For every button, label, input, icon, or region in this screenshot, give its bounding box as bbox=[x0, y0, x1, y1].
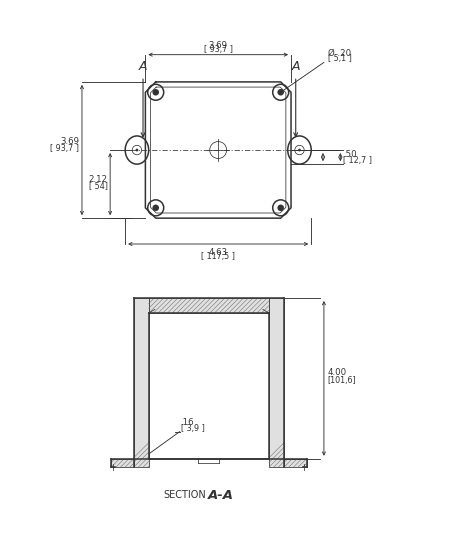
Text: [ 5,1 ]: [ 5,1 ] bbox=[328, 54, 352, 63]
Bar bbox=[134, 298, 149, 467]
Text: [101,6]: [101,6] bbox=[328, 376, 356, 385]
Text: [ 93,7 ]: [ 93,7 ] bbox=[50, 144, 79, 152]
Text: .50: .50 bbox=[343, 150, 357, 159]
Text: SECTION: SECTION bbox=[164, 490, 207, 500]
Text: A-A: A-A bbox=[208, 489, 234, 502]
Text: [ 3,9 ]: [ 3,9 ] bbox=[181, 424, 204, 433]
Text: A: A bbox=[139, 59, 147, 73]
Circle shape bbox=[298, 149, 301, 151]
Text: 2.12: 2.12 bbox=[89, 175, 108, 184]
Circle shape bbox=[277, 204, 284, 211]
Circle shape bbox=[136, 149, 138, 151]
Bar bbox=[284, 458, 307, 467]
Text: .16: .16 bbox=[181, 418, 194, 427]
Text: 3.69: 3.69 bbox=[60, 137, 79, 146]
Text: Ø .20: Ø .20 bbox=[328, 49, 351, 58]
Text: [ 54]: [ 54] bbox=[89, 181, 108, 190]
Text: [ 93,7 ]: [ 93,7 ] bbox=[204, 45, 233, 54]
Text: [ 117,5 ]: [ 117,5 ] bbox=[201, 253, 235, 262]
Bar bbox=[149, 298, 269, 313]
Circle shape bbox=[277, 89, 284, 96]
Text: [ 12,7 ]: [ 12,7 ] bbox=[343, 156, 372, 165]
Bar bbox=[111, 458, 134, 467]
Bar bbox=[269, 298, 284, 467]
Text: A: A bbox=[292, 59, 300, 73]
Text: 3.69: 3.69 bbox=[209, 41, 228, 50]
Circle shape bbox=[153, 204, 159, 211]
Text: 4.00: 4.00 bbox=[328, 368, 347, 377]
Text: 4.63: 4.63 bbox=[209, 248, 228, 257]
Circle shape bbox=[153, 89, 159, 96]
